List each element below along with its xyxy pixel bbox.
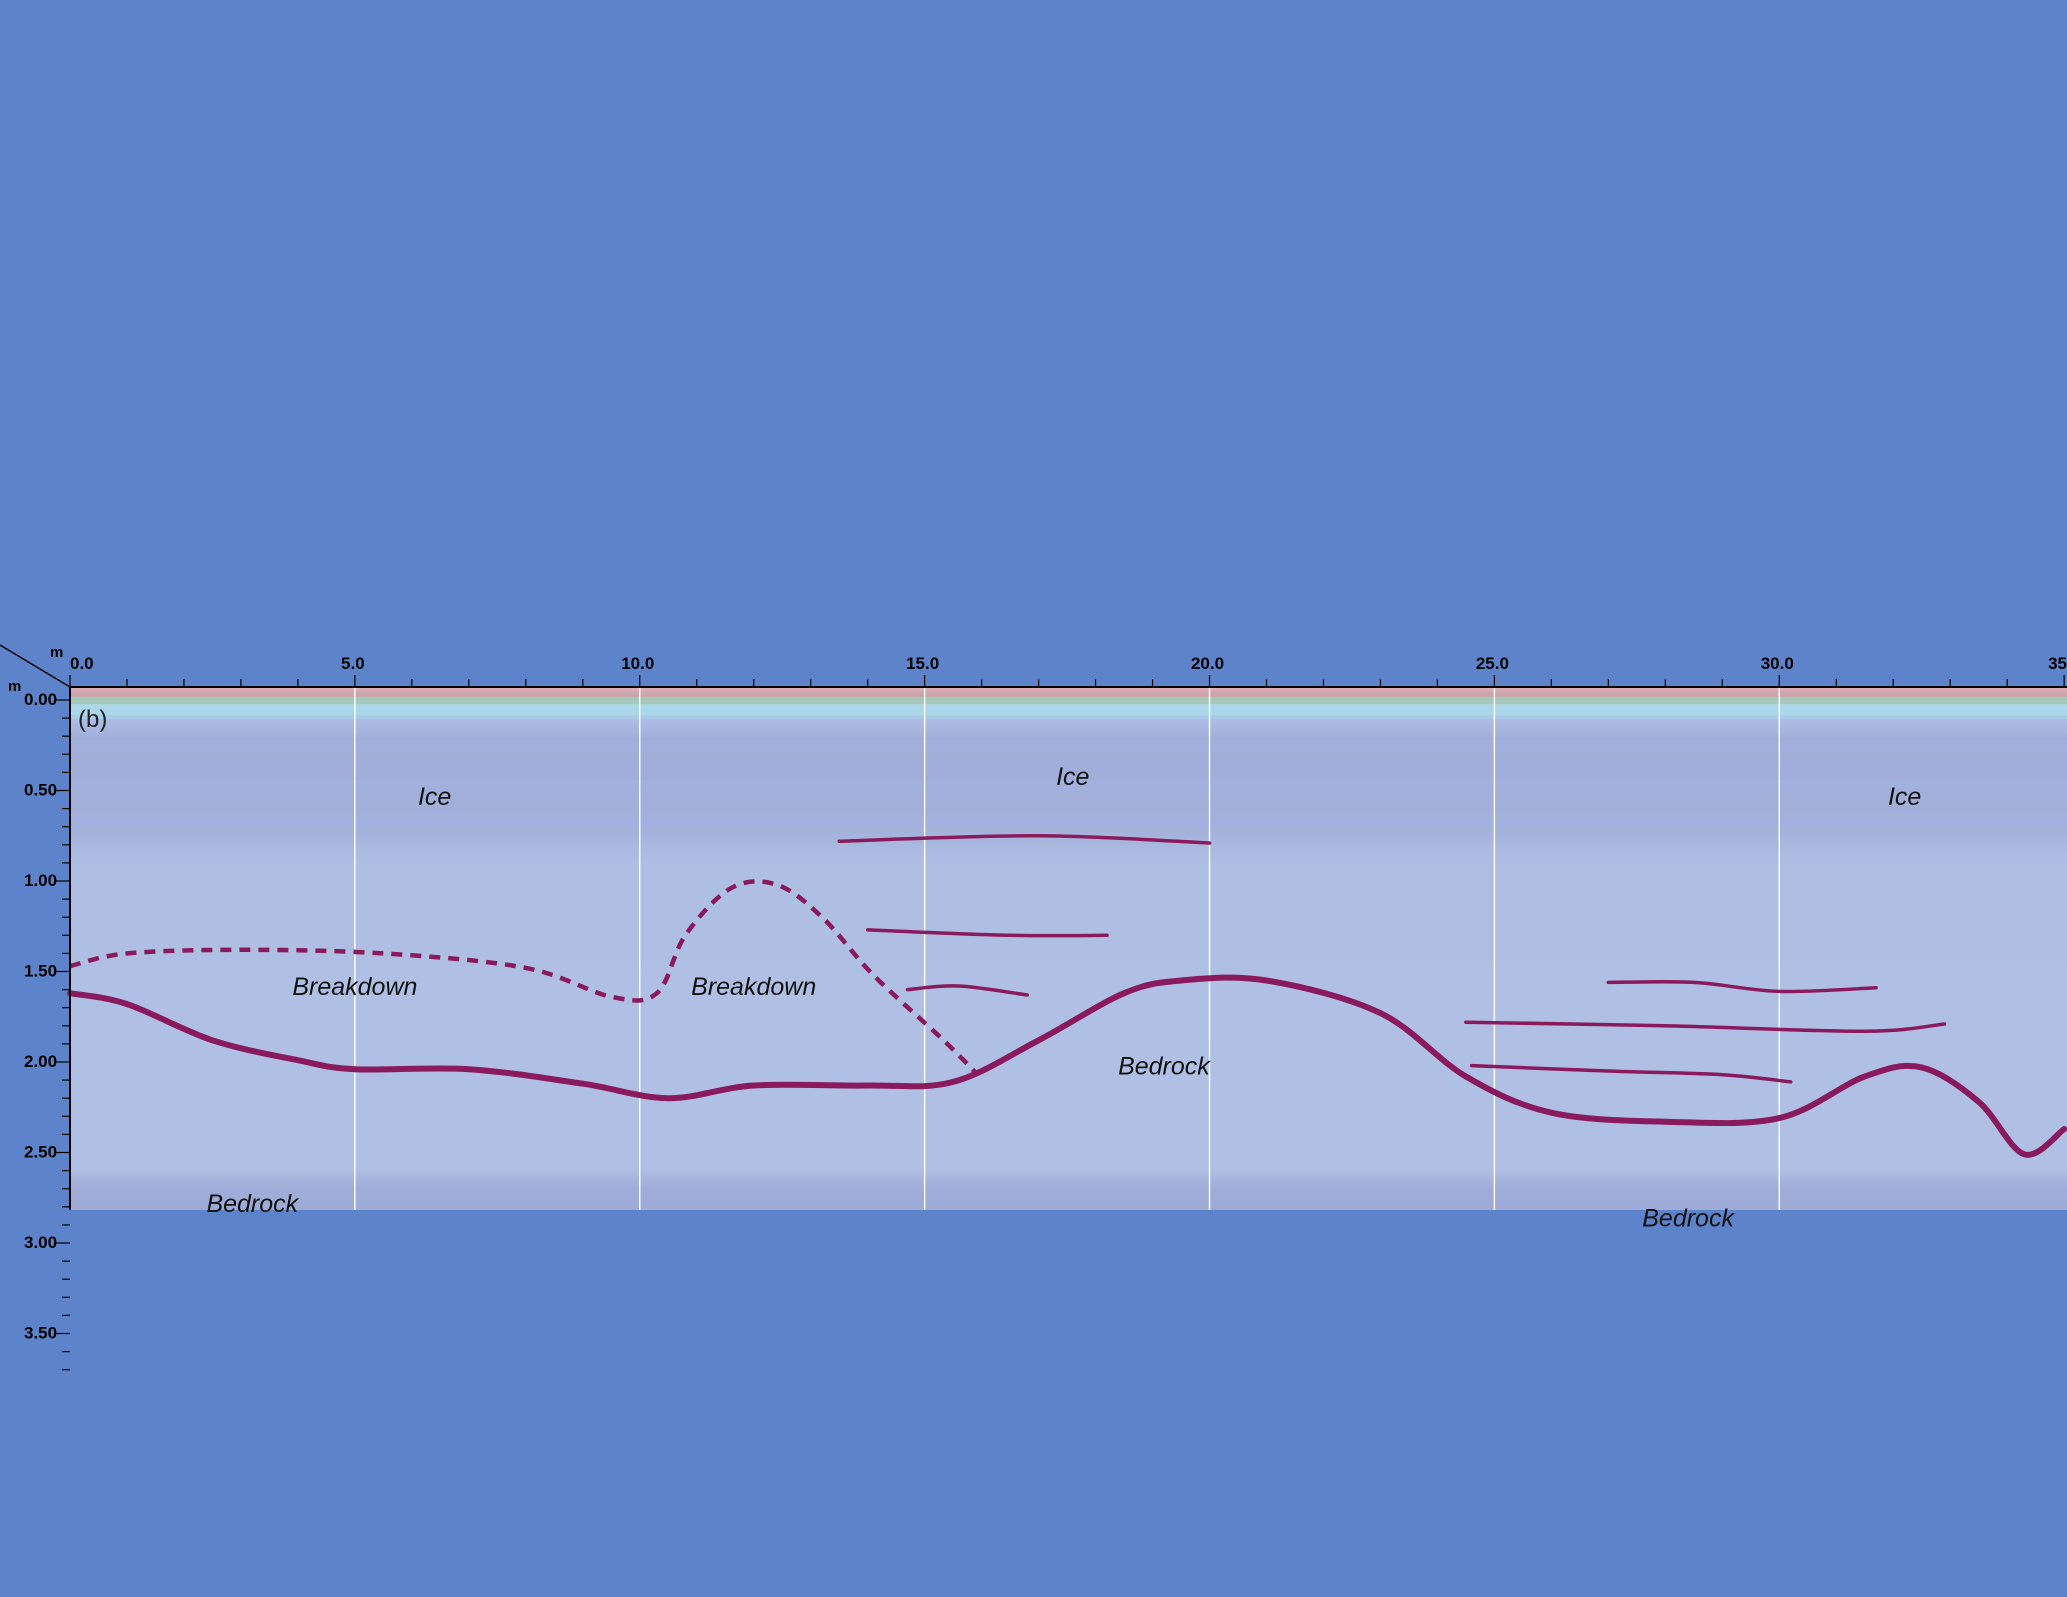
gpr-depth-attenuation [70, 46, 2067, 572]
gpr-ice-layer-band [70, 100, 2067, 112]
panel-b-unit-labels: Ice Ice Ice Breakdown Breakdown Bedrock Bedroc… [206, 763, 1921, 1233]
x-tick-label: 5.0 [341, 654, 365, 673]
x-tick-label: 25.0 [1476, 654, 1509, 673]
gpr-ice-layer-band [70, 51, 2067, 61]
y-tick-label: 1.00 [24, 871, 57, 890]
gpr-ice-layer-band [70, 176, 2067, 188]
unit-label-bedrock: Bedrock [1118, 1053, 1211, 1081]
unit-label-ice: Ice [1056, 763, 1089, 791]
corner-diagonal [0, 3, 71, 47]
panel-a-letter: (a) [78, 77, 107, 104]
panel-b-interpretation-lines [67, 834, 2067, 1158]
y-tick-label: 0.50 [24, 781, 57, 800]
x-unit-label: m [50, 3, 63, 20]
x-tick-label: 15.0 [906, 13, 939, 32]
y-tick-label: 3.50 [24, 1324, 57, 1343]
breakdown-boundary-dashed-line [69, 879, 978, 1075]
y-tick-label: 1.50 [24, 962, 57, 981]
x-tick-label: 35 [2048, 13, 2067, 32]
y-tick-label: 0.00 [24, 50, 57, 69]
panel-a-gridlines [354, 46, 1780, 572]
internal-reflector-line [1464, 1020, 1947, 1033]
gpr-ice-layer-band [70, 46, 2067, 56]
panel-b-interpretation: Ice Ice Ice Breakdown Breakdown Bedrock Bedroc… [0, 644, 2067, 1371]
y-tick-label: 2.50 [24, 503, 57, 522]
internal-reflector-line [905, 984, 1029, 997]
y-tick-label: 2.00 [24, 412, 57, 431]
unit-label-bedrock: Bedrock [206, 1190, 299, 1218]
gpr-ice-layer-band [70, 64, 2067, 79]
y-tick-label: 1.00 [24, 231, 57, 250]
gpr-ice-layer-band [70, 56, 2067, 69]
x-tick-label: 5.0 [341, 13, 365, 32]
panel-a-axes: m m 0.0 5.0 10.0 15.0 20.0 25.0 30.0 35 0.00 0.50 1.… [0, 3, 2067, 731]
panel-b-gpr-image-faded [70, 686, 2067, 1210]
x-tick-label: 0.0 [70, 13, 94, 32]
panel-a-gpr-image [70, 46, 2067, 572]
x-tick-label: 20.0 [1191, 654, 1224, 673]
y-tick-label: 3.50 [24, 684, 57, 703]
x-tick-label: 30.0 [1761, 654, 1794, 673]
x-tick-label: 10.0 [621, 654, 654, 673]
y-tick-label: 3.00 [24, 593, 57, 612]
x-unit-label: m [50, 644, 63, 661]
internal-reflector-line [1606, 979, 1878, 994]
y-tick-label: 0.50 [24, 141, 57, 160]
gpr-ice-layer-band [70, 74, 2067, 90]
x-tick-label: 15.0 [906, 654, 939, 673]
unit-label-ice: Ice [1888, 783, 1921, 811]
x-tick-label: 0.0 [70, 654, 94, 673]
y-unit-label: m [8, 37, 21, 54]
x-tick-label: 30.0 [1761, 13, 1794, 32]
y-tick-label: 2.00 [24, 1052, 57, 1071]
x-tick-label: 35 [2048, 654, 2067, 673]
y-tick-label: 0.00 [24, 690, 57, 709]
panel-b-axes: m m 0.0 5.0 10.0 15.0 20.0 25.0 30.0 35 0.00 0.50 1.… [0, 644, 2067, 1371]
panel-b-gridlines [354, 687, 1780, 1210]
bedrock-interface-line [67, 974, 2067, 1158]
y-tick-label: 3.00 [24, 1233, 57, 1252]
x-tick-label: 20.0 [1191, 13, 1224, 32]
gpr-ice-layer-band [70, 140, 2067, 152]
internal-reflector-line [865, 928, 1109, 938]
unit-label-breakdown: Breakdown [292, 973, 417, 1001]
unit-label-breakdown: Breakdown [691, 973, 816, 1001]
internal-reflector-line [837, 834, 1212, 845]
panel-a-radargram: m m 0.0 5.0 10.0 15.0 20.0 25.0 30.0 35 0.00 0.50 1.… [0, 3, 2067, 731]
internal-reflector-line [1469, 1063, 1793, 1084]
unit-label-ice: Ice [418, 783, 451, 811]
panel-b-letter: (b) [78, 706, 107, 733]
corner-diagonal [0, 644, 71, 688]
y-tick-label: 1.50 [24, 322, 57, 341]
y-tick-label: 2.50 [24, 1143, 57, 1162]
x-tick-label: 25.0 [1476, 13, 1509, 32]
y-unit-label: m [8, 678, 21, 695]
unit-label-bedrock: Bedrock [1642, 1205, 1735, 1233]
x-tick-label: 10.0 [621, 13, 654, 32]
